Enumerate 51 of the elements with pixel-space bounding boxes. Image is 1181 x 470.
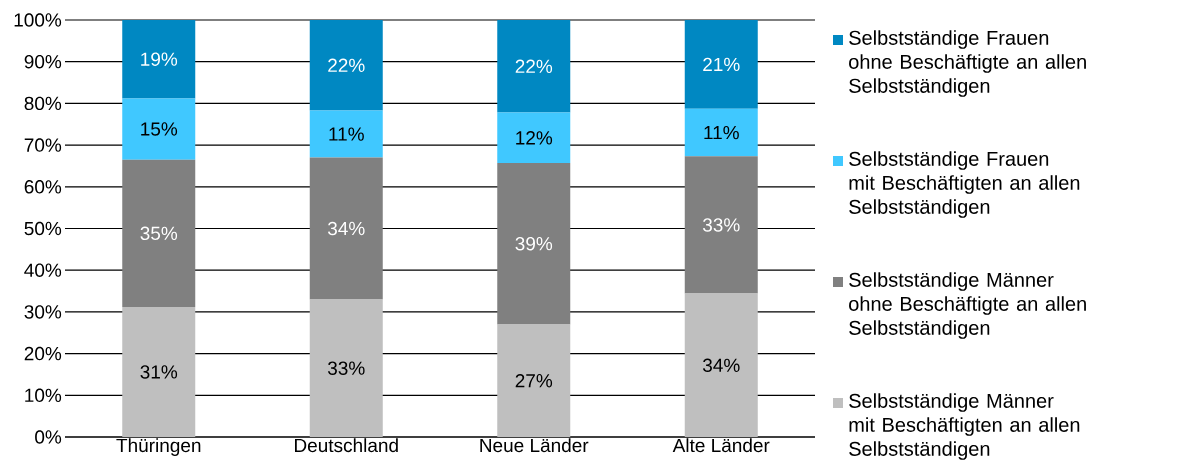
- y-tick-label: 30%: [24, 305, 62, 319]
- data-label: 22%: [328, 58, 365, 72]
- x-tick-label: Neue Länder: [480, 438, 589, 453]
- bar: [497, 163, 571, 325]
- y-tick-label: 90%: [24, 54, 62, 69]
- legend-label: Selbstständige Männer mit Beschäftigten an allen Selbstständigen: [849, 393, 1080, 460]
- data-label: 34%: [702, 358, 740, 372]
- bar: [122, 98, 196, 160]
- bar: [122, 20, 196, 99]
- data-label: 39%: [515, 236, 553, 251]
- y-tick-label: 40%: [24, 263, 62, 277]
- bar: [684, 293, 758, 437]
- y-tick-label: 20%: [24, 346, 62, 361]
- legend-label: Selbstständige Männer ohne Beschäftigte an allen Selbstständigen: [849, 272, 1086, 339]
- y-tick-label: 70%: [24, 138, 62, 152]
- bar: [122, 159, 196, 307]
- x-tick-label: Thüringen: [116, 438, 201, 456]
- data-label: 34%: [327, 221, 365, 236]
- bar: [309, 299, 383, 437]
- data-label: 15%: [141, 122, 178, 136]
- legend-label: Selbstständige Frauen mit Beschäftigten an allen Selbstständigen: [849, 151, 1080, 218]
- bar: [309, 20, 383, 111]
- data-label: 27%: [515, 374, 553, 388]
- data-label: 19%: [141, 52, 178, 66]
- data-label: 33%: [702, 218, 740, 232]
- bar: [309, 110, 383, 158]
- bar: [497, 112, 571, 164]
- y-tick-label: 100%: [14, 13, 62, 27]
- bar: [497, 324, 571, 437]
- data-label: 31%: [140, 365, 178, 379]
- x-tick-label: Alte Länder: [672, 438, 770, 453]
- legend-label: Selbstständige Frauen ohne Beschäftigte an allen Selbstständigen: [849, 30, 1086, 97]
- data-label: 11%: [329, 127, 364, 141]
- data-label: 11%: [704, 125, 739, 140]
- bar: [684, 108, 758, 157]
- y-tick-label: 0%: [35, 430, 62, 444]
- y-tick-label: 10%: [25, 388, 62, 403]
- data-label: 33%: [327, 361, 365, 375]
- data-label: 35%: [140, 226, 178, 241]
- data-label: 22%: [515, 59, 553, 73]
- bar: [684, 156, 758, 294]
- bar: [122, 306, 196, 437]
- data-label: 12%: [516, 131, 553, 145]
- bar: [497, 20, 571, 113]
- data-label: 21%: [703, 57, 740, 72]
- y-tick-label: 50%: [24, 221, 62, 236]
- bar: [684, 20, 758, 109]
- bar: [309, 157, 383, 300]
- y-tick-label: 80%: [24, 96, 62, 111]
- x-tick-label: Deutschland: [295, 438, 398, 453]
- y-tick-label: 60%: [24, 180, 62, 194]
